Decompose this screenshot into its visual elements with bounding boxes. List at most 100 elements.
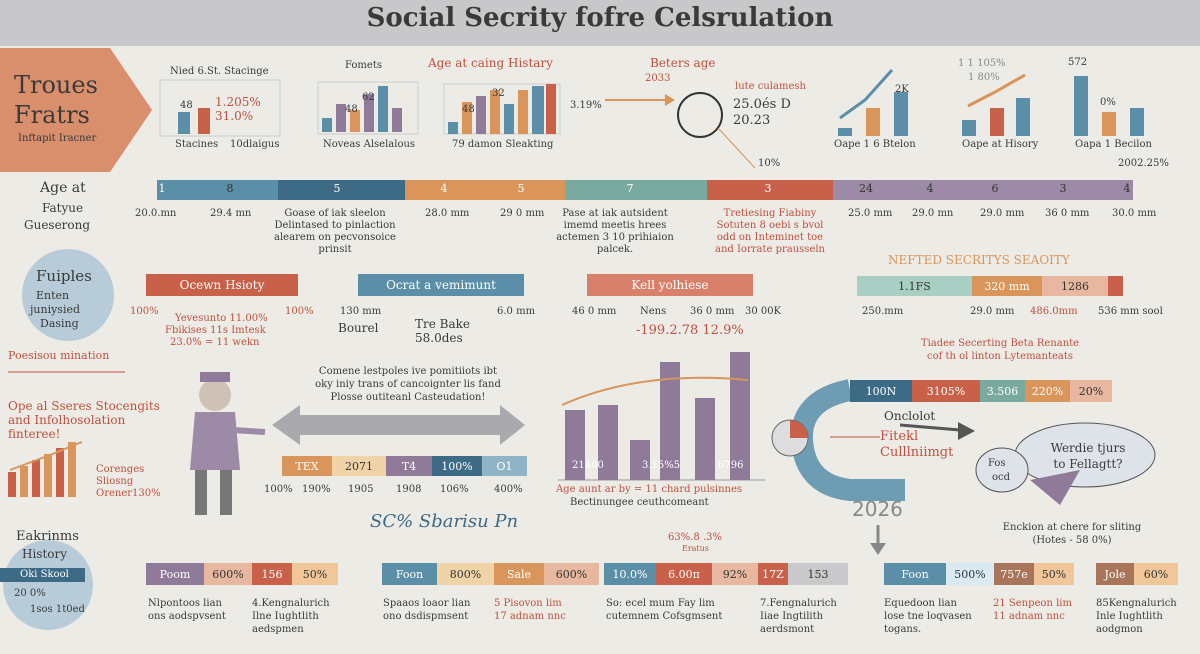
card-row: 10.0% 6.00π 92% 17Z 153 <box>604 563 848 585</box>
banner-line: Tre Bake <box>415 317 471 331</box>
timeline-note: palcek. <box>596 244 634 255</box>
chart-caption: Noveas Alselalous <box>323 139 416 150</box>
card-cell: Foon <box>884 563 946 585</box>
right-heading: cof th ol linton Lytemanteats <box>926 351 1074 362</box>
banner-line: 58.0des <box>415 331 463 345</box>
banner-value: 100% <box>130 306 159 317</box>
card-row: Foon 500% 757e 50% <box>884 563 1074 585</box>
note-value: 20.23 <box>733 113 771 128</box>
timeline-note: Tretiesing Fiabiny <box>723 208 817 219</box>
card-text: cutemnem Cofsgmsent <box>606 611 723 622</box>
bar-caption: Bectinungee ceuthcomeant <box>570 497 709 508</box>
note-rate: 3.19% <box>570 100 602 111</box>
timeline-note: Goase of iak sleelon <box>284 208 386 219</box>
timeline-value: 29.0 mn <box>912 208 954 219</box>
bottom-band: Oki Skool <box>20 569 69 580</box>
banner-line: Yevesunto 11.00% <box>175 313 268 324</box>
cell: 3105% <box>912 380 980 402</box>
card-text: Iiae Ingtilith <box>760 611 824 622</box>
timeline-label: Age at <box>40 180 86 196</box>
card-text: 7.Fengnalurich <box>760 598 837 609</box>
cell-value: 1905 <box>348 484 374 495</box>
bar-note: Eratus <box>682 544 709 553</box>
right-title: Culllniimgt <box>880 445 954 460</box>
banner: Ocewn Hsioty <box>146 274 298 296</box>
timeline-note: Delintased to pinlaction <box>274 220 396 231</box>
card-cell: 757e <box>994 563 1034 585</box>
card-text: So: ecel mum Fay lim <box>606 598 715 609</box>
bottom-note: (Hotes - 58 0%) <box>1032 535 1112 546</box>
timeline-note: Pase at iak autsident <box>562 208 668 219</box>
bubble-text: Werdie tjurs <box>1050 441 1126 455</box>
banner-value: 100% <box>285 306 314 317</box>
chart-footer: 2002.25% <box>1118 158 1169 169</box>
timeline-value: 29 0 mm <box>500 208 545 219</box>
banner-value: 30 00K <box>745 306 782 317</box>
chart-label: 31.0% <box>215 109 254 123</box>
card-cell: 500% <box>946 563 994 585</box>
chart-label: 48 <box>345 104 358 115</box>
cell-value: 106% <box>440 484 469 495</box>
card-text: 17 adnam nnc <box>494 611 566 622</box>
cell: 20% <box>1070 380 1112 402</box>
bottom-title: Eakrinms <box>16 529 79 544</box>
banner-value: 29.0 mm <box>970 306 1015 317</box>
cell-value: 100% <box>264 484 293 495</box>
banner: Ocrat a vemimunt <box>358 274 524 296</box>
note-year: 2033 <box>645 73 671 84</box>
right-label: Onclolot <box>884 409 936 423</box>
bottom-line: 1sos 1t0ed <box>30 604 85 615</box>
chart-label: Corenges <box>96 464 145 475</box>
banner-line: Fbikises 11s Imtesk <box>165 325 266 336</box>
banner-value: 130 mm <box>340 306 382 317</box>
timeline-label: Fatyue <box>42 201 84 215</box>
circle-line: Enten <box>36 289 70 302</box>
chart-label: Sliosng <box>96 476 134 487</box>
chart-label: 62 <box>362 92 375 103</box>
card-text: 85Kengnalurich <box>1096 598 1177 609</box>
timeline-number: 3 <box>1059 182 1067 195</box>
timeline-value: 29.4 mn <box>210 208 252 219</box>
timeline-value: 30.0 mm <box>1112 208 1157 219</box>
timeline-note: alearem on pecvonsoice <box>274 232 396 243</box>
timeline-number: 5 <box>333 182 341 195</box>
banner-value: 46 0 mm <box>572 306 617 317</box>
card-text: Spaaos loaor lian <box>383 598 471 609</box>
circle-line: juniysied <box>30 303 81 316</box>
card-text: 4.Kengnalurich <box>252 598 330 609</box>
timeline-note: imemd meetis hrees <box>563 220 667 231</box>
circle-line: Dasing <box>40 317 79 330</box>
bar-caption: Age aunt ar by = 11 chard pulsinnes <box>556 484 743 495</box>
card-text: Equedoon lian <box>884 598 957 609</box>
bar-label: 3.15%5 <box>642 460 681 471</box>
timeline-number: 6 <box>991 182 999 195</box>
card-text: lose tne loqvasen <box>884 611 972 622</box>
chart-label: 32 <box>492 88 505 99</box>
timeline-number: 3 <box>764 182 772 195</box>
note-label: lute culamesh <box>735 81 806 92</box>
banner-line: Bourel <box>338 321 379 335</box>
card-cell: 92% <box>712 563 758 585</box>
cell: TEX <box>282 456 332 476</box>
card-text: aodgmon <box>1096 624 1143 635</box>
bottom-line: 20 0% <box>14 588 46 599</box>
card-cell: 50% <box>1034 563 1074 585</box>
card-text: 21 Senpeon lim <box>993 598 1072 609</box>
bottom-title: History <box>22 547 68 561</box>
right-heading: Tiadee Secerting Beta Renante <box>920 338 1080 349</box>
bubble-text: to Fellagtt? <box>1053 457 1123 471</box>
chart-caption: Oapa 1 Becilon <box>1075 139 1152 150</box>
card-cell: 10.0% <box>604 563 656 585</box>
cell-value: 190% <box>302 484 331 495</box>
chart-label: 0% <box>1100 97 1116 108</box>
banner-title: NEFTED SECRITYS SEAOITY <box>888 253 1070 267</box>
timeline-number: 4 <box>440 182 448 195</box>
cell: 1286 <box>1042 276 1108 296</box>
intro-title: Fratrs <box>14 101 90 129</box>
card-text: Nlpontoos lian <box>148 598 222 609</box>
card-row: Poom 600% 156 50% <box>146 563 338 585</box>
note-footer: 10% <box>758 158 781 169</box>
cell-row: 1.1FS 320 mm 1286 <box>857 276 1123 296</box>
timeline-value: 36 0 mm <box>1045 208 1090 219</box>
chart-label: 572 <box>1068 57 1088 68</box>
